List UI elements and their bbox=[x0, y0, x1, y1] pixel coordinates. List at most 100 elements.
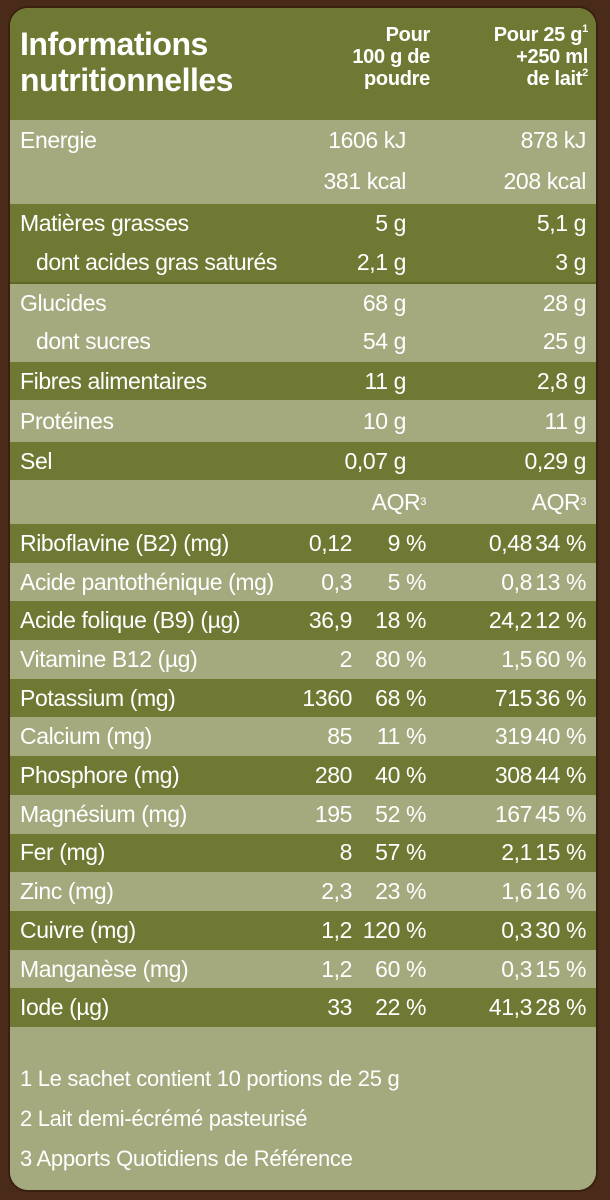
micronutrient-value-100g: 2 bbox=[339, 645, 353, 672]
micronutrient-row: Zinc (mg) 2,3 23 % 1,6 16 % bbox=[10, 872, 596, 911]
aqr-header-100g: AQR 3 bbox=[371, 482, 427, 522]
col1-line-2: 100 g de bbox=[352, 46, 430, 68]
micronutrient-label: Calcium (mg) bbox=[20, 723, 152, 750]
footnote-ref-3: 3 bbox=[580, 496, 586, 508]
macro-value-100g: 68 g bbox=[362, 289, 407, 316]
macro-value-portion: 11 g bbox=[544, 407, 587, 434]
micronutrient-aqr-100g: 11 % bbox=[376, 723, 427, 750]
macro-label: Glucides bbox=[20, 289, 107, 316]
macro-label: dont sucres bbox=[36, 327, 151, 354]
micronutrient-label: Acide folique (B9) (µg) bbox=[20, 607, 241, 634]
micronutrient-label: Acide pantothénique (mg) bbox=[20, 568, 274, 595]
micronutrient-aqr-100g: 40 % bbox=[375, 762, 426, 789]
column-header-per-100g: Pour 100 g de poudre bbox=[320, 24, 430, 90]
col2-line-1: Pour 25 g1 bbox=[440, 23, 589, 47]
col2-line-2: +250 ml bbox=[516, 46, 588, 68]
micronutrient-aqr-portion: 36 % bbox=[535, 684, 586, 711]
micronutrient-value-portion: 167 bbox=[494, 800, 533, 827]
micronutrient-value-portion: 1,6 bbox=[501, 878, 532, 905]
micronutrient-row: Fer (mg) 8 57 % 2,1 15 % bbox=[10, 833, 596, 873]
aqr-header-row: AQR 3 AQR 3 bbox=[10, 482, 596, 522]
energy-kj-portion: 878 kJ bbox=[520, 127, 587, 153]
micronutrient-aqr-portion: 15 % bbox=[535, 839, 586, 866]
micronutrient-row: Phosphore (mg) 280 40 % 308 44 % bbox=[10, 756, 596, 795]
footnote-1: 1 Le sachet contient 10 portions de 25 g bbox=[20, 1066, 400, 1091]
title-line-2: nutritionnelles bbox=[20, 62, 233, 98]
macro-value-100g: 2,1 g bbox=[356, 249, 407, 275]
micronutrient-row: Cuivre (mg) 1,2 120 % 0,3 30 % bbox=[10, 911, 596, 950]
macro-value-portion: 0,29 g bbox=[524, 447, 586, 474]
energy-kcal-portion: 208 kcal bbox=[503, 168, 587, 194]
micronutrient-label: Manganèse (mg) bbox=[20, 955, 189, 982]
micronutrient-value-portion: 41,3 bbox=[488, 994, 533, 1021]
footnote-3: 3 Apports Quotidiens de Référence bbox=[20, 1146, 353, 1171]
micronutrient-aqr-100g: 60 % bbox=[375, 955, 426, 982]
divider bbox=[10, 282, 596, 284]
footnote-2: 2 Lait demi-écrémé pasteurisé bbox=[20, 1106, 308, 1131]
macro-label: Fibres alimentaires bbox=[20, 367, 207, 394]
micronutrient-row: Acide folique (B9) (µg) 36,9 18 % 24,2 12 % bbox=[10, 601, 596, 641]
micronutrient-value-100g: 195 bbox=[314, 800, 353, 827]
micronutrient-value-portion: 1,5 bbox=[501, 645, 532, 672]
micronutrient-label: Iode (µg) bbox=[20, 994, 109, 1021]
micronutrient-aqr-portion: 13 % bbox=[535, 568, 586, 595]
micronutrient-label: Fer (mg) bbox=[20, 839, 105, 866]
micronutrient-value-100g: 1360 bbox=[302, 684, 352, 711]
micronutrient-row: Vitamine B12 (µg) 2 80 % 1,5 60 % bbox=[10, 640, 596, 679]
energy-row: Energie 1606 kJ 878 kJ 381 kcal 208 kcal bbox=[10, 120, 596, 202]
micronutrient-aqr-100g: 18 % bbox=[375, 607, 426, 634]
micronutrient-value-100g: 280 bbox=[314, 762, 353, 789]
micronutrient-label: Zinc (mg) bbox=[20, 878, 114, 905]
micronutrient-row: Iode (µg) 33 22 % 41,3 28 % bbox=[10, 988, 596, 1028]
micronutrient-value-100g: 33 bbox=[327, 994, 352, 1021]
col2-line-3-text: de lait bbox=[526, 68, 583, 90]
micronutrient-label: Phosphore (mg) bbox=[20, 762, 180, 789]
table-title: Informations nutritionnelles bbox=[20, 26, 320, 98]
macro-value-portion: 5,1 g bbox=[536, 210, 587, 236]
aqr-label: AQR bbox=[371, 488, 421, 515]
micronutrient-value-portion: 0,48 bbox=[488, 529, 533, 556]
macro-row: Sel 0,07 g 0,29 g bbox=[10, 442, 596, 480]
micronutrient-value-100g: 0,12 bbox=[308, 529, 353, 556]
micronutrient-label: Potassium (mg) bbox=[20, 684, 176, 711]
micronutrient-row: Riboflavine (B2) (mg) 0,12 9 % 0,48 34 % bbox=[10, 524, 596, 563]
micronutrient-aqr-100g: 57 % bbox=[375, 839, 426, 866]
aqr-header-portion: AQR 3 bbox=[532, 482, 587, 522]
micronutrient-value-100g: 1,2 bbox=[321, 916, 352, 943]
footnote-ref-1: 1 bbox=[582, 23, 588, 35]
micronutrient-label: Riboflavine (B2) (mg) bbox=[20, 529, 229, 556]
micronutrient-aqr-portion: 44 % bbox=[535, 762, 586, 789]
col1-line-3: poudre bbox=[364, 68, 430, 90]
footnote-ref-2: 2 bbox=[582, 67, 588, 79]
macro-value-portion: 2,8 g bbox=[536, 367, 587, 394]
micronutrient-aqr-portion: 15 % bbox=[535, 955, 586, 982]
macro-value-100g: 54 g bbox=[362, 327, 407, 354]
energy-label: Energie bbox=[20, 127, 97, 153]
macro-row: Protéines 10 g 11 g bbox=[10, 402, 596, 440]
macro-value-100g: 10 g bbox=[362, 407, 407, 434]
micronutrient-row: Manganèse (mg) 1,2 60 % 0,3 15 % bbox=[10, 949, 596, 989]
micronutrient-aqr-100g: 68 % bbox=[375, 684, 426, 711]
micronutrient-aqr-portion: 30 % bbox=[535, 916, 586, 943]
micronutrient-value-100g: 36,9 bbox=[308, 607, 353, 634]
micronutrient-row: Potassium (mg) 1360 68 % 715 36 % bbox=[10, 678, 596, 718]
table-header: Informations nutritionnelles Pour 100 g … bbox=[10, 8, 596, 120]
macro-row: Matières grasses 5 g 5,1 g bbox=[10, 204, 596, 243]
micronutrient-aqr-portion: 34 % bbox=[535, 529, 586, 556]
footnote-ref-3: 3 bbox=[420, 496, 426, 508]
micronutrient-aqr-100g: 5 % bbox=[387, 568, 427, 595]
micronutrient-aqr-100g: 80 % bbox=[375, 645, 426, 672]
macro-label: Sel bbox=[20, 447, 53, 474]
micronutrient-aqr-100g: 52 % bbox=[375, 800, 426, 827]
macro-value-portion: 28 g bbox=[542, 289, 587, 316]
micronutrient-aqr-portion: 28 % bbox=[535, 994, 586, 1021]
micronutrient-value-100g: 2,3 bbox=[321, 878, 352, 905]
col2-line-3: de lait2 bbox=[440, 67, 588, 91]
micronutrient-value-100g: 8 bbox=[339, 839, 353, 866]
micronutrient-row: Acide pantothénique (mg) 0,3 5 % 0,8 13 % bbox=[10, 562, 596, 602]
micronutrient-aqr-100g: 9 % bbox=[387, 529, 427, 556]
micronutrient-aqr-100g: 120 % bbox=[362, 916, 427, 943]
micronutrient-aqr-portion: 40 % bbox=[535, 723, 586, 750]
micronutrient-aqr-100g: 22 % bbox=[375, 994, 426, 1021]
macro-label: Matières grasses bbox=[20, 210, 189, 236]
